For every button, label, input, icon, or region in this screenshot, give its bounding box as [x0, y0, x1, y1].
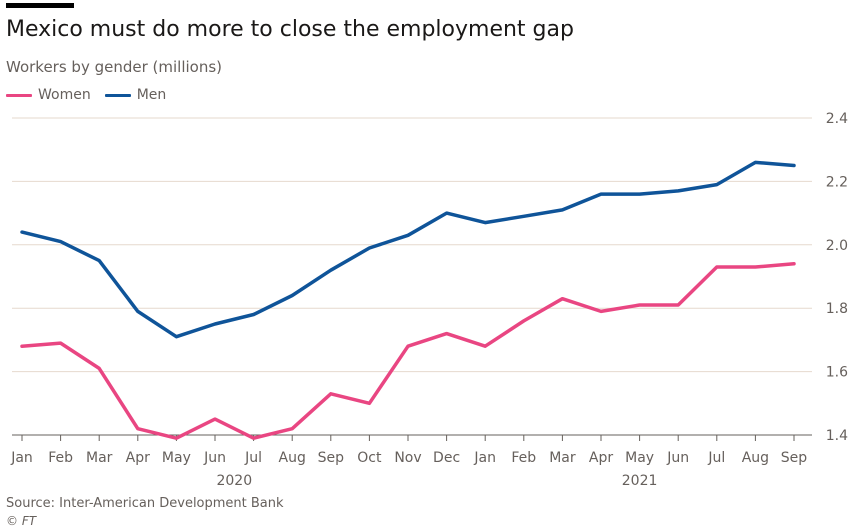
- year-label: 2020: [216, 473, 252, 489]
- x-tick-label: Apr: [589, 450, 613, 466]
- x-tick-label: Mar: [86, 450, 113, 466]
- brand-bar: [6, 3, 74, 8]
- x-tick-label: Mar: [549, 450, 576, 466]
- x-tick-label: Oct: [357, 450, 382, 466]
- x-tick-label: Apr: [126, 450, 150, 466]
- legend-label-women: Women: [38, 87, 91, 103]
- legend: Women Men: [6, 87, 166, 103]
- x-tick-label: Aug: [279, 450, 306, 466]
- source-note: Source: Inter-American Development Bank: [6, 496, 284, 511]
- legend-swatch-women: [6, 93, 32, 97]
- x-tick-label: Dec: [433, 450, 460, 466]
- legend-item-men: Men: [104, 87, 167, 103]
- x-tick-label: May: [162, 450, 191, 466]
- x-tick-label: Jan: [473, 450, 496, 466]
- y-tick-label: 1.8: [826, 301, 848, 317]
- y-tick-label: 2.0: [826, 238, 848, 254]
- series-line-women: [20, 262, 796, 440]
- x-tick-label: Aug: [742, 450, 769, 466]
- x-tick-label: Feb: [48, 450, 73, 466]
- x-tick-label: Nov: [394, 450, 421, 466]
- x-tick-label: Jun: [203, 450, 226, 466]
- y-tick-label: 2.2: [826, 174, 848, 190]
- x-tick-label: Jun: [666, 450, 689, 466]
- x-tick-label: May: [625, 450, 654, 466]
- x-tick-label: Jan: [10, 450, 33, 466]
- y-tick-label: 1.4: [826, 428, 848, 444]
- chart-title: Mexico must do more to close the employm…: [6, 17, 574, 42]
- legend-item-women: Women: [6, 87, 91, 103]
- year-label: 2021: [622, 473, 658, 489]
- credit-note: © FT: [6, 514, 37, 528]
- legend-swatch-men: [104, 93, 131, 97]
- y-tick-label: 2.4: [826, 111, 848, 127]
- x-tick-label: Jul: [707, 450, 725, 466]
- chart-subtitle: Workers by gender (millions): [6, 58, 223, 76]
- x-tick-label: Sep: [781, 450, 808, 466]
- x-tick-label: Jul: [244, 450, 262, 466]
- series-line-men: [20, 160, 796, 339]
- x-tick-label: Feb: [511, 450, 536, 466]
- y-tick-label: 1.6: [826, 365, 848, 381]
- legend-label-men: Men: [136, 87, 167, 103]
- x-tick-label: Sep: [318, 450, 345, 466]
